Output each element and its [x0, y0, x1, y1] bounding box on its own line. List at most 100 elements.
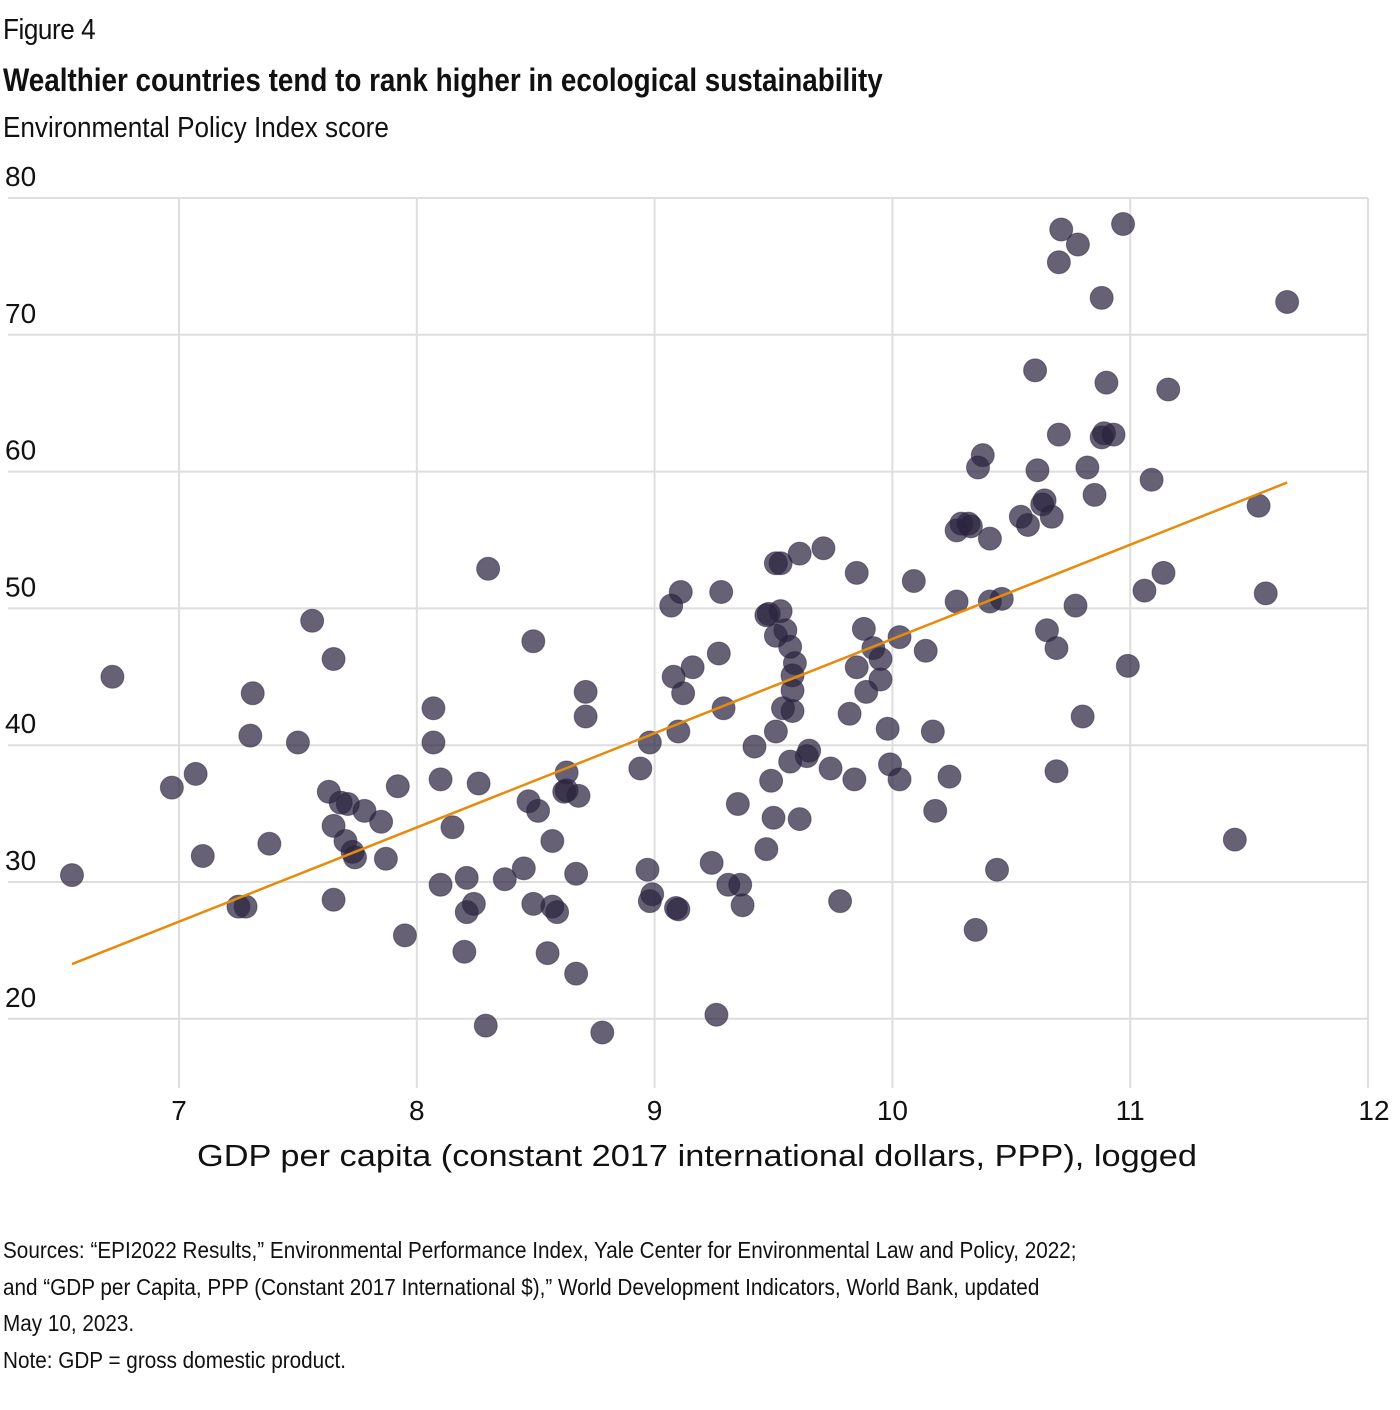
data-point: [868, 667, 893, 692]
data-point: [759, 768, 784, 793]
x-tick-label: 7: [171, 1095, 187, 1126]
data-point: [535, 941, 560, 966]
data-point: [754, 837, 779, 862]
data-point: [1222, 827, 1247, 852]
y-tick-labels: 20 30 40 50 60 70 80: [5, 161, 36, 1013]
data-point: [240, 681, 265, 706]
data-point: [923, 798, 948, 823]
data-point: [937, 764, 962, 789]
data-point: [787, 807, 812, 832]
data-point: [428, 872, 453, 897]
x-axis-label: GDP per capita (constant 2017 internatio…: [197, 1138, 1197, 1173]
data-point: [564, 861, 589, 886]
y-tick-label: 30: [5, 845, 36, 876]
data-point: [461, 891, 486, 916]
data-point: [787, 541, 812, 566]
data-point: [421, 730, 446, 755]
data-point: [768, 551, 793, 576]
data-point: [875, 716, 900, 741]
data-point: [985, 857, 1010, 882]
data-point: [699, 850, 724, 875]
data-point: [321, 887, 346, 912]
y-tick-label: 80: [5, 161, 36, 192]
data-point: [782, 651, 807, 676]
data-point: [963, 917, 988, 942]
data-point: [190, 844, 215, 869]
trend-line: [71, 481, 1288, 966]
data-point: [540, 828, 565, 853]
data-point: [321, 647, 346, 672]
figure-label: Figure 4: [3, 14, 96, 46]
data-point: [797, 738, 822, 763]
data-point: [1070, 704, 1095, 729]
data-point: [868, 647, 893, 672]
data-point: [1046, 250, 1071, 275]
data-point: [742, 734, 767, 759]
data-point: [573, 679, 598, 704]
data-point: [1065, 232, 1090, 257]
data-point: [725, 792, 750, 817]
data-point: [730, 893, 755, 918]
data-point: [392, 923, 417, 948]
data-point: [1275, 289, 1300, 314]
data-point: [526, 798, 551, 823]
data-point: [545, 900, 570, 925]
sources-line-2: and “GDP per Capita, PPP (Constant 2017 …: [3, 1273, 1040, 1300]
scatter-chart: 20 30 40 50 60 70 80 7 8 9 10 11 12 GDP per capita …: [5, 161, 1390, 1173]
data-point: [440, 815, 465, 840]
data-point: [837, 701, 862, 726]
data-point: [566, 783, 591, 808]
data-point: [844, 560, 869, 585]
data-point: [1039, 504, 1064, 529]
data-point: [635, 857, 660, 882]
chart-subtitle: Environmental Policy Index score: [3, 112, 389, 144]
data-point: [466, 771, 491, 796]
x-tick-label: 11: [1116, 1095, 1145, 1126]
data-point: [1044, 636, 1069, 661]
data-point: [680, 655, 705, 680]
data-point: [920, 719, 945, 744]
data-point: [1025, 458, 1050, 483]
data-point: [285, 730, 310, 755]
data-point: [780, 699, 805, 723]
data-point: [706, 641, 731, 666]
chart-title: Wealthier countries tend to rank higher …: [3, 62, 883, 98]
y-tick-label: 70: [5, 298, 36, 329]
x-tick-labels: 7 8 9 10 11 12: [171, 1095, 1389, 1126]
y-tick-label: 60: [5, 435, 36, 466]
data-point: [828, 889, 853, 914]
y-tick-label: 40: [5, 708, 36, 739]
data-point: [666, 897, 691, 922]
data-point: [1023, 358, 1048, 383]
data-point: [257, 831, 282, 856]
data-point: [1115, 653, 1140, 678]
data-point: [1049, 217, 1074, 242]
y-tick-label: 20: [5, 982, 36, 1013]
data-point: [628, 756, 653, 781]
data-point: [851, 616, 876, 641]
data-point: [668, 579, 693, 604]
data-point: [1094, 370, 1119, 395]
note: Note: GDP = gross domestic product.: [3, 1346, 347, 1373]
data-point: [1075, 455, 1100, 480]
data-point: [901, 569, 926, 594]
data-point: [977, 526, 1002, 551]
data-point: [1156, 377, 1181, 402]
x-tick-label: 8: [409, 1095, 425, 1126]
data-points: [59, 211, 1300, 1045]
data-point: [511, 856, 536, 881]
data-point: [1139, 467, 1164, 492]
x-tick-label: 12: [1358, 1095, 1389, 1126]
data-point: [476, 556, 501, 581]
footer: Sources: “EPI2022 Results,” Environmenta…: [3, 1232, 1077, 1378]
data-point: [1044, 759, 1069, 784]
data-point: [590, 1020, 615, 1045]
data-point: [159, 775, 184, 800]
sources-line-1: Sources: “EPI2022 Results,” Environmenta…: [3, 1237, 1077, 1263]
data-point: [1132, 578, 1157, 603]
data-point: [183, 761, 208, 786]
data-point: [637, 889, 662, 914]
data-point: [428, 767, 453, 792]
x-tick-label: 10: [877, 1095, 908, 1126]
grid-lines: [8, 197, 1369, 1088]
